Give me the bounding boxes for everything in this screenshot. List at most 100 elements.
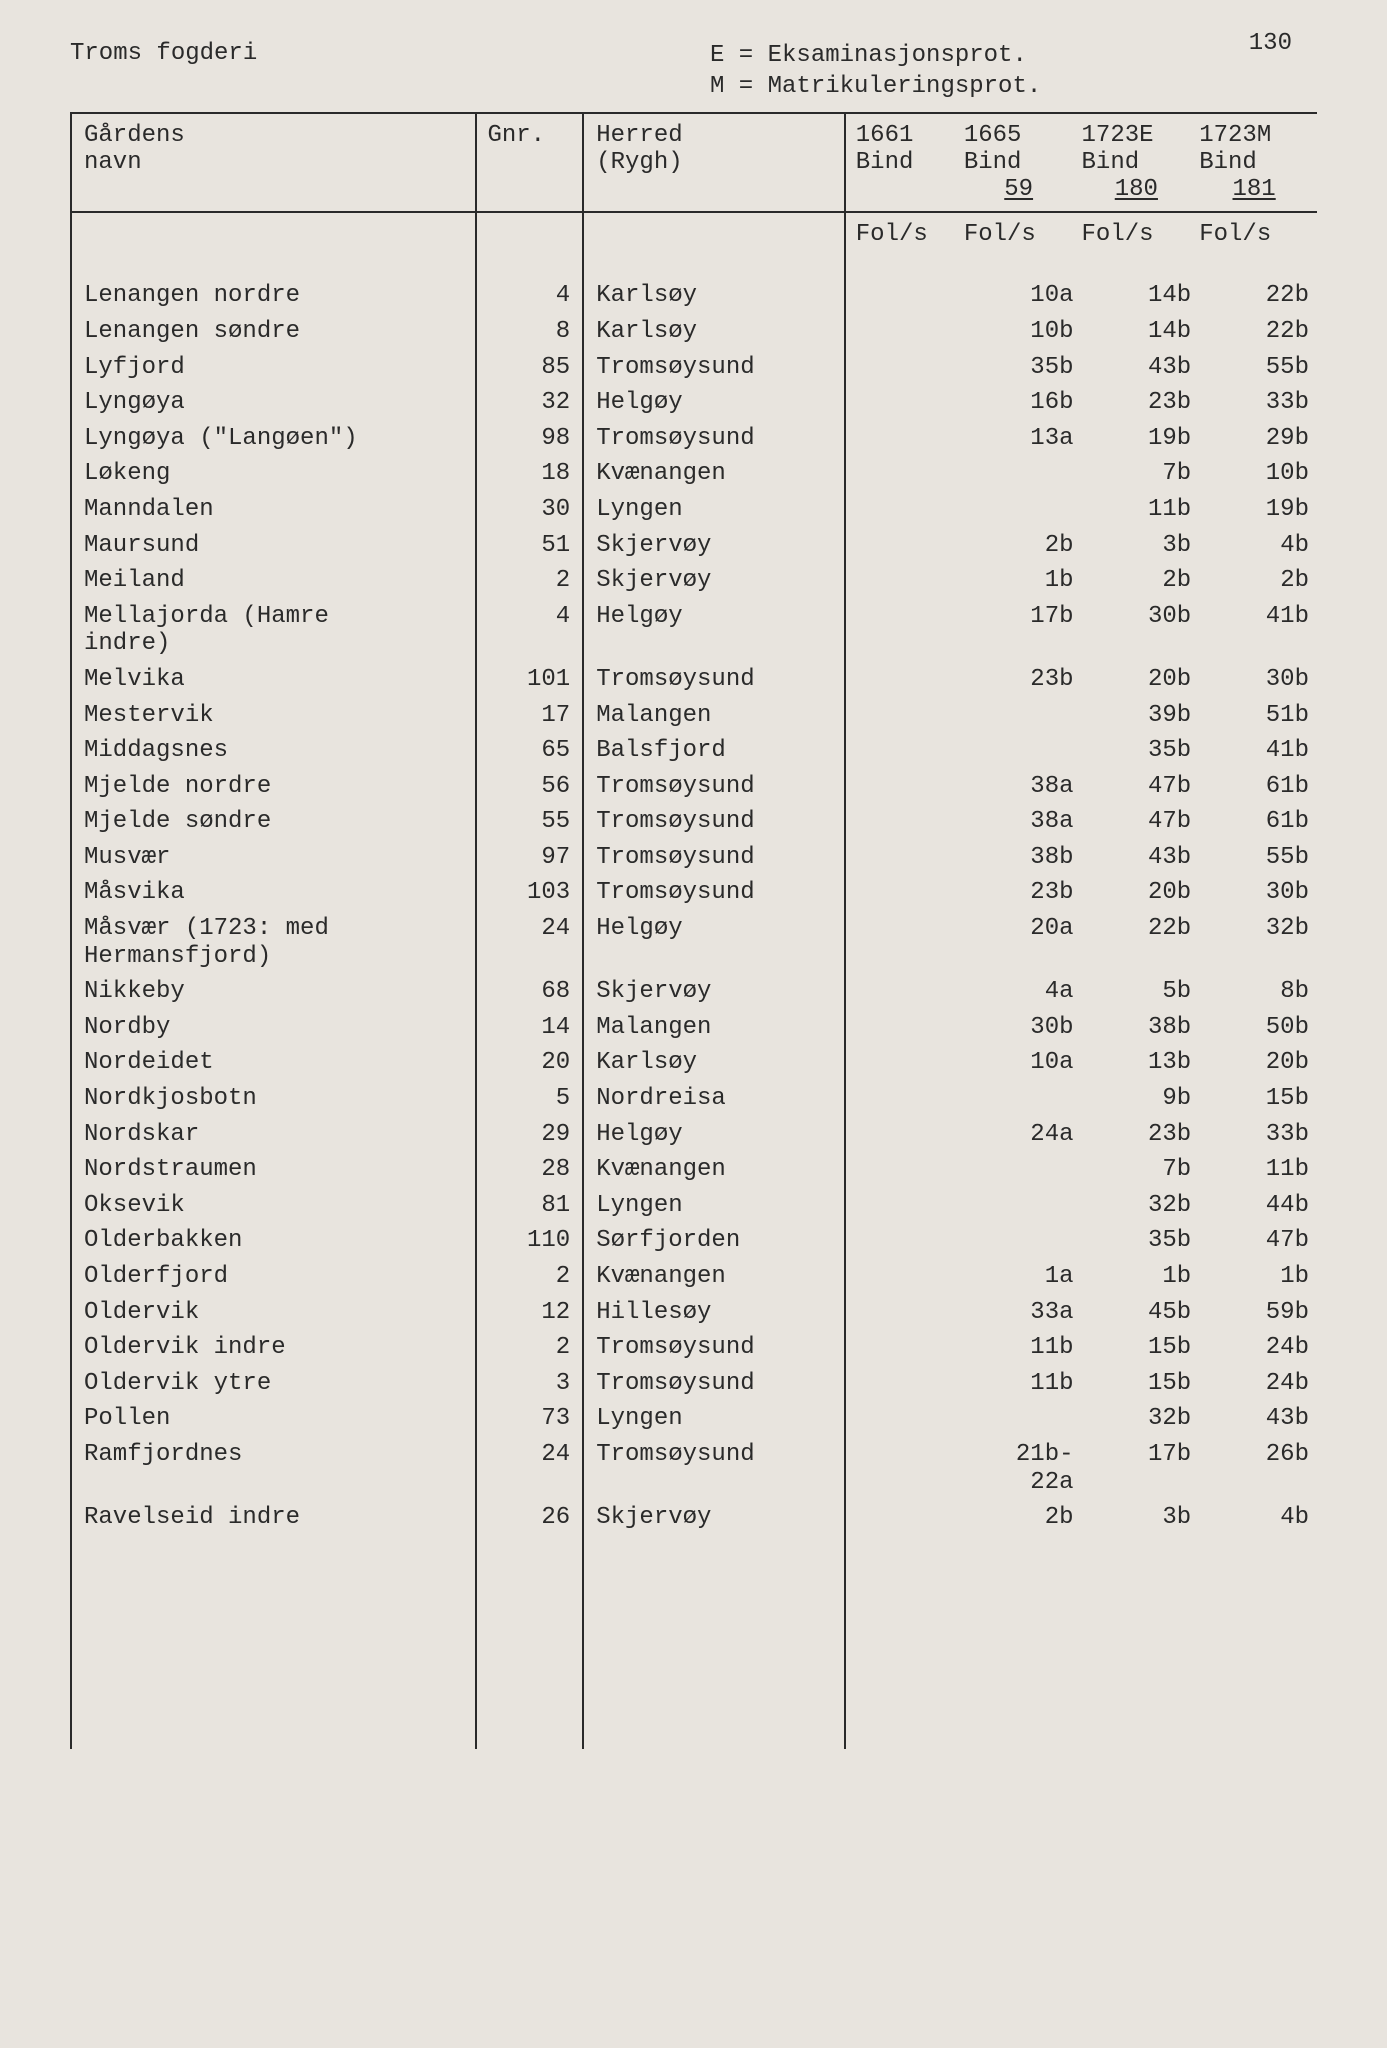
cell-1723e: 20b — [1082, 662, 1200, 698]
cell-1723m: 41b — [1199, 599, 1317, 662]
cell-1661 — [845, 456, 964, 492]
cell-gnr: 68 — [476, 974, 583, 1010]
table-row: Melvika101Tromsøysund23b20b30b — [71, 662, 1317, 698]
header-row: Troms fogderi E = Eksaminasjonsprot. M =… — [70, 40, 1317, 102]
table-row: Lyngøya32Helgøy16b23b33b — [71, 385, 1317, 421]
cell-gnr: 55 — [476, 804, 583, 840]
cell-1661 — [845, 1366, 964, 1402]
cell-gnr: 28 — [476, 1152, 583, 1188]
cell-herred: Helgøy — [583, 599, 845, 662]
cell-1723m: 26b — [1199, 1437, 1317, 1500]
cell-1723m: 59b — [1199, 1295, 1317, 1331]
cell-1723e: 35b — [1082, 733, 1200, 769]
cell-1661 — [845, 1295, 964, 1331]
cell-gnr: 26 — [476, 1500, 583, 1536]
table-row: Nikkeby68Skjervøy4a5b8b — [71, 974, 1317, 1010]
cell-name: Lyfjord — [71, 350, 476, 386]
cell-1723e: 17b — [1082, 1437, 1200, 1500]
cell-name: Oksevik — [71, 1188, 476, 1224]
cell-herred: Helgøy — [583, 385, 845, 421]
cell-1723e: 39b — [1082, 698, 1200, 734]
cell-1723e: 38b — [1082, 1010, 1200, 1046]
cell-herred: Tromsøysund — [583, 840, 845, 876]
cell-1723e: 43b — [1082, 350, 1200, 386]
cell-gnr: 101 — [476, 662, 583, 698]
cell-1665: 21b- 22a — [964, 1437, 1082, 1500]
cell-1661 — [845, 974, 964, 1010]
cell-1723e: 30b — [1082, 599, 1200, 662]
cell-1723e: 22b — [1082, 911, 1200, 974]
cell-1723e: 15b — [1082, 1366, 1200, 1402]
cell-1665: 23b — [964, 875, 1082, 911]
legend-line-e: E = Eksaminasjonsprot. — [710, 40, 1317, 71]
cell-1723e: 7b — [1082, 456, 1200, 492]
cell-1661 — [845, 1330, 964, 1366]
col-header-1661-2: Bind — [845, 149, 964, 176]
cell-herred: Tromsøysund — [583, 1366, 845, 1402]
table-row: Lyngøya ("Langøen")98Tromsøysund13a19b29… — [71, 421, 1317, 457]
cell-gnr: 3 — [476, 1366, 583, 1402]
cell-1723m: 22b — [1199, 278, 1317, 314]
cell-1723m: 47b — [1199, 1223, 1317, 1259]
cell-1665: 38a — [964, 769, 1082, 805]
col-header-herred-1: Herred — [583, 113, 845, 149]
cell-name: Ravelseid indre — [71, 1500, 476, 1536]
cell-1723m: 55b — [1199, 840, 1317, 876]
cell-1723e: 23b — [1082, 1117, 1200, 1153]
table-row: Nordkjosbotn5Nordreisa9b15b — [71, 1081, 1317, 1117]
cell-1723m: 1b — [1199, 1259, 1317, 1295]
cell-1723m: 24b — [1199, 1366, 1317, 1402]
col-header-name-1: Gårdens — [71, 113, 476, 149]
cell-1665: 13a — [964, 421, 1082, 457]
col-header-1665-1: 1665 — [964, 113, 1082, 149]
cell-1661 — [845, 492, 964, 528]
table-row: Manndalen30Lyngen11b19b — [71, 492, 1317, 528]
cell-gnr: 29 — [476, 1117, 583, 1153]
cell-1723m: 4b — [1199, 1500, 1317, 1536]
cell-1665: 23b — [964, 662, 1082, 698]
table-row: Olderbakken110Sørfjorden35b47b — [71, 1223, 1317, 1259]
cell-name: Mjelde søndre — [71, 804, 476, 840]
cell-1661 — [845, 1500, 964, 1536]
cell-herred: Skjervøy — [583, 974, 845, 1010]
cell-name: Mestervik — [71, 698, 476, 734]
cell-gnr: 65 — [476, 733, 583, 769]
cell-1665: 1b — [964, 563, 1082, 599]
cell-herred: Helgøy — [583, 1117, 845, 1153]
table-row: Måsvika103Tromsøysund23b20b30b — [71, 875, 1317, 911]
cell-name: Mellajorda (Hamre indre) — [71, 599, 476, 662]
cell-1723e: 43b — [1082, 840, 1200, 876]
col-header-1723m-2: Bind — [1199, 149, 1317, 176]
cell-name: Oldervik ytre — [71, 1366, 476, 1402]
fols-2: Fol/s — [964, 212, 1082, 278]
cell-1665: 20a — [964, 911, 1082, 974]
cell-herred: Tromsøysund — [583, 1437, 845, 1500]
cell-1665: 16b — [964, 385, 1082, 421]
col-header-1723e-1: 1723E — [1082, 113, 1200, 149]
col-header-gnr: Gnr. — [476, 113, 583, 149]
cell-name: Oldervik — [71, 1295, 476, 1331]
cell-1723e: 14b — [1082, 314, 1200, 350]
cell-1665: 33a — [964, 1295, 1082, 1331]
cell-gnr: 20 — [476, 1045, 583, 1081]
cell-1723m: 29b — [1199, 421, 1317, 457]
cell-1723e: 1b — [1082, 1259, 1200, 1295]
table-row: Pollen73Lyngen32b43b — [71, 1401, 1317, 1437]
cell-1723e: 35b — [1082, 1223, 1200, 1259]
cell-1723m: 41b — [1199, 733, 1317, 769]
cell-name: Måsvær (1723: med Hermansfjord) — [71, 911, 476, 974]
cell-herred: Hillesøy — [583, 1295, 845, 1331]
page-number: 130 — [1249, 30, 1292, 57]
fols-3: Fol/s — [1082, 212, 1200, 278]
cell-gnr: 5 — [476, 1081, 583, 1117]
cell-1723m: 19b — [1199, 492, 1317, 528]
cell-1661 — [845, 1223, 964, 1259]
cell-1723m: 51b — [1199, 698, 1317, 734]
table-row-empty — [71, 1607, 1317, 1643]
document-title: Troms fogderi — [70, 40, 710, 102]
cell-1665 — [964, 1223, 1082, 1259]
cell-gnr: 32 — [476, 385, 583, 421]
cell-1723m: 24b — [1199, 1330, 1317, 1366]
cell-1665: 35b — [964, 350, 1082, 386]
col-header-1723m-1: 1723M — [1199, 113, 1317, 149]
